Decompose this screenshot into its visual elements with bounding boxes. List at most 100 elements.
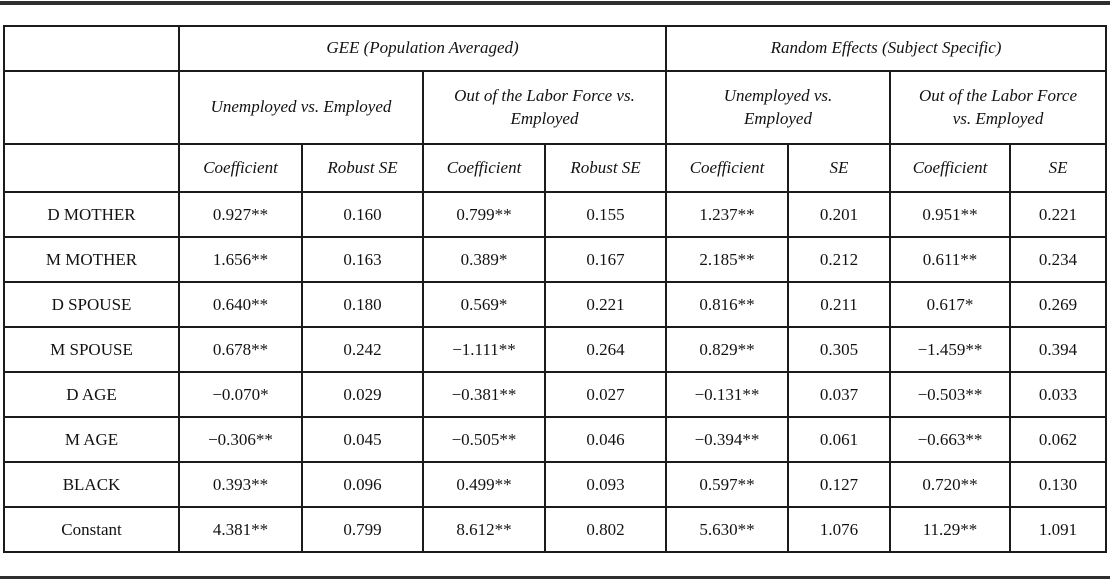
subgroup-header-re-unemployed: Unemployed vs. Employed bbox=[665, 70, 891, 145]
cell-value: 0.802 bbox=[544, 506, 667, 553]
cell-value: 0.093 bbox=[544, 461, 667, 508]
cell-value: 0.046 bbox=[544, 416, 667, 463]
table-row: M MOTHER 1.656** 0.163 0.389* 0.167 2.18… bbox=[3, 236, 1108, 283]
cell-value: 0.029 bbox=[301, 371, 424, 418]
cell-value: 0.816** bbox=[665, 281, 789, 328]
cell-value: 0.062 bbox=[1008, 416, 1108, 463]
cell-value: 0.499** bbox=[422, 461, 546, 508]
cell-value: 0.389* bbox=[422, 236, 546, 283]
group-header-row: GEE (Population Averaged) Random Effects… bbox=[3, 25, 1108, 72]
cell-value: −0.394** bbox=[665, 416, 789, 463]
row-label: D SPOUSE bbox=[3, 281, 180, 328]
regression-results-table: GEE (Population Averaged) Random Effects… bbox=[3, 25, 1108, 553]
cell-value: 0.167 bbox=[544, 236, 667, 283]
cell-value: −0.503** bbox=[889, 371, 1011, 418]
cell-value: −0.131** bbox=[665, 371, 789, 418]
subgroup-header-gee-unemployed: Unemployed vs. Employed bbox=[178, 70, 424, 145]
cell-value: 0.180 bbox=[301, 281, 424, 328]
cell-value: −0.381** bbox=[422, 371, 546, 418]
cell-value: 0.201 bbox=[787, 191, 891, 238]
column-header: Robust SE bbox=[544, 143, 667, 193]
cell-value: 5.630** bbox=[665, 506, 789, 553]
cell-value: 0.033 bbox=[1008, 371, 1108, 418]
cell-value: 0.617* bbox=[889, 281, 1011, 328]
row-label: M SPOUSE bbox=[3, 326, 180, 373]
cell-value: 0.037 bbox=[787, 371, 891, 418]
cell-value: 0.264 bbox=[544, 326, 667, 373]
cell-value: 0.155 bbox=[544, 191, 667, 238]
cell-value: 0.045 bbox=[301, 416, 424, 463]
corner-cell bbox=[3, 70, 180, 145]
cell-value: 1.091 bbox=[1008, 506, 1108, 553]
cell-value: −1.459** bbox=[889, 326, 1011, 373]
cell-value: 8.612** bbox=[422, 506, 546, 553]
table-row: D AGE −0.070* 0.029 −0.381** 0.027 −0.13… bbox=[3, 371, 1108, 418]
cell-value: 11.29** bbox=[889, 506, 1011, 553]
cell-value: 1.076 bbox=[787, 506, 891, 553]
subgroup-header-row: Unemployed vs. Employed Out of the Labor… bbox=[3, 70, 1108, 145]
cell-value: 2.185** bbox=[665, 236, 789, 283]
subgroup-header-gee-olf: Out of the Labor Force vs. Employed bbox=[422, 70, 667, 145]
table-row: M AGE −0.306** 0.045 −0.505** 0.046 −0.3… bbox=[3, 416, 1108, 463]
cell-value: 0.799** bbox=[422, 191, 546, 238]
cell-value: 0.163 bbox=[301, 236, 424, 283]
cell-value: 0.212 bbox=[787, 236, 891, 283]
cell-value: 0.597** bbox=[665, 461, 789, 508]
column-header: Coefficient bbox=[665, 143, 789, 193]
table-row: Constant 4.381** 0.799 8.612** 0.802 5.6… bbox=[3, 506, 1108, 553]
cell-value: 1.237** bbox=[665, 191, 789, 238]
corner-cell bbox=[3, 25, 180, 72]
cell-value: 0.678** bbox=[178, 326, 303, 373]
cell-value: 0.127 bbox=[787, 461, 891, 508]
cell-value: −0.505** bbox=[422, 416, 546, 463]
column-header: SE bbox=[1008, 143, 1108, 193]
row-label: D MOTHER bbox=[3, 191, 180, 238]
column-header-row: Coefficient Robust SE Coefficient Robust… bbox=[3, 143, 1108, 193]
column-header: Coefficient bbox=[422, 143, 546, 193]
subgroup-header-re-olf: Out of the Labor Force vs. Employed bbox=[888, 70, 1108, 145]
cell-value: −0.306** bbox=[178, 416, 303, 463]
column-header: Robust SE bbox=[301, 143, 424, 193]
cell-value: 0.211 bbox=[787, 281, 891, 328]
cell-value: 4.381** bbox=[178, 506, 303, 553]
cell-value: −0.663** bbox=[889, 416, 1011, 463]
cell-value: 0.160 bbox=[301, 191, 424, 238]
cell-value: 0.130 bbox=[1008, 461, 1108, 508]
cell-value: 0.061 bbox=[787, 416, 891, 463]
cell-value: 0.393** bbox=[178, 461, 303, 508]
group-header-gee: GEE (Population Averaged) bbox=[178, 25, 667, 72]
cell-value: 0.927** bbox=[178, 191, 303, 238]
cell-value: 0.799 bbox=[301, 506, 424, 553]
cell-value: 0.305 bbox=[787, 326, 891, 373]
bottom-rule bbox=[0, 576, 1110, 579]
row-label: D AGE bbox=[3, 371, 180, 418]
cell-value: 0.096 bbox=[301, 461, 424, 508]
cell-value: −0.070* bbox=[178, 371, 303, 418]
table-row: M SPOUSE 0.678** 0.242 −1.111** 0.264 0.… bbox=[3, 326, 1108, 373]
table-row: BLACK 0.393** 0.096 0.499** 0.093 0.597*… bbox=[3, 461, 1108, 508]
table-row: D MOTHER 0.927** 0.160 0.799** 0.155 1.2… bbox=[3, 191, 1108, 238]
column-header: Coefficient bbox=[178, 143, 303, 193]
cell-value: 0.951** bbox=[889, 191, 1011, 238]
cell-value: 0.569* bbox=[422, 281, 546, 328]
cell-value: −1.111** bbox=[422, 326, 546, 373]
cell-value: 0.394 bbox=[1008, 326, 1108, 373]
column-header: SE bbox=[787, 143, 891, 193]
row-label: M AGE bbox=[3, 416, 180, 463]
cell-value: 0.221 bbox=[544, 281, 667, 328]
cell-value: 0.269 bbox=[1008, 281, 1108, 328]
top-rule bbox=[0, 1, 1110, 5]
row-label: Constant bbox=[3, 506, 180, 553]
cell-value: 0.234 bbox=[1008, 236, 1108, 283]
table-row: D SPOUSE 0.640** 0.180 0.569* 0.221 0.81… bbox=[3, 281, 1108, 328]
cell-value: 1.656** bbox=[178, 236, 303, 283]
cell-value: 0.640** bbox=[178, 281, 303, 328]
row-label: M MOTHER bbox=[3, 236, 180, 283]
cell-value: 0.027 bbox=[544, 371, 667, 418]
cell-value: 0.611** bbox=[889, 236, 1011, 283]
cell-value: 0.242 bbox=[301, 326, 424, 373]
row-label: BLACK bbox=[3, 461, 180, 508]
cell-value: 0.221 bbox=[1008, 191, 1108, 238]
cell-value: 0.829** bbox=[665, 326, 789, 373]
